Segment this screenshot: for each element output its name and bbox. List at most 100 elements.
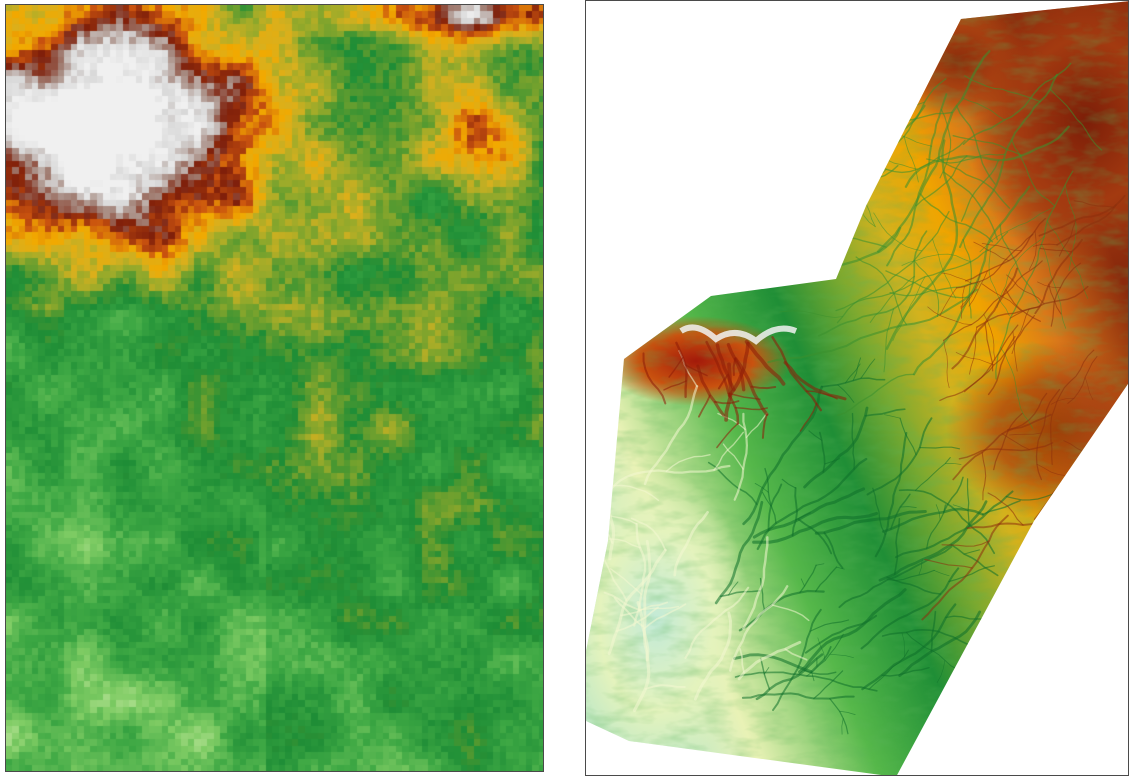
drainage-channel	[799, 402, 818, 432]
drainage-channel	[705, 340, 740, 425]
drainage-channel	[905, 631, 959, 671]
drainage-channel	[955, 233, 1034, 289]
drainage-channel	[815, 563, 825, 566]
drainage-channel	[987, 335, 1016, 396]
drainage-channel	[924, 558, 973, 569]
drainage-channel	[983, 314, 996, 361]
drainage-channel	[784, 648, 808, 661]
high-resolution-elevation-map	[586, 1, 1128, 775]
drainage-channel	[866, 417, 933, 496]
drainage-channel	[872, 487, 886, 535]
drainage-channel	[1050, 397, 1075, 405]
drainage-channel	[817, 637, 826, 661]
drainage-channel	[752, 511, 879, 544]
drainage-channel	[835, 231, 1009, 312]
drainage-channel	[668, 356, 684, 378]
drainage-channel	[964, 75, 1041, 102]
drainage-channel	[927, 306, 972, 325]
drainage-channel	[1015, 670, 1074, 697]
drainage-channel	[783, 361, 847, 401]
drainage-channel	[737, 640, 802, 681]
drainage-channel	[613, 484, 660, 501]
drainage-channel	[884, 414, 901, 419]
drainage-channel	[806, 139, 858, 190]
drainage-channel	[810, 646, 832, 673]
drainage-channel	[943, 476, 964, 513]
low-resolution-elevation-raster	[6, 5, 543, 771]
drainage-channel	[600, 538, 641, 549]
drainage-channel	[1005, 493, 1054, 501]
drainage-channel	[675, 341, 688, 399]
drainage-channel	[767, 288, 978, 364]
drainage-channel	[1064, 184, 1077, 272]
drainage-channel	[930, 610, 937, 653]
drainage-channel	[806, 156, 861, 177]
drainage-channel	[798, 588, 907, 674]
drainage-channel	[755, 653, 824, 701]
drainage-channel	[722, 443, 744, 470]
drainage-channel	[644, 684, 686, 690]
drainage-channel	[881, 667, 930, 677]
drainage-channel	[1000, 347, 1034, 429]
drainage-channel	[837, 373, 915, 416]
drainage-channel	[1006, 274, 1045, 305]
drainage-channel	[873, 212, 923, 252]
drainage-channel	[733, 653, 813, 674]
drainage-channel	[760, 657, 771, 690]
drainage-channel	[912, 185, 1031, 376]
drainage-channel	[943, 171, 999, 241]
drainage-channel	[952, 135, 1023, 157]
drainage-channel	[739, 648, 745, 674]
drainage-channel	[752, 487, 866, 539]
drainage-channel	[960, 273, 981, 309]
drainage-channel	[799, 564, 817, 594]
drainage-channel	[926, 153, 1006, 164]
drainage-channel	[941, 272, 973, 284]
drainage-channel	[1038, 194, 1126, 237]
drainage-channel	[803, 406, 869, 489]
drainage-channel	[771, 604, 810, 622]
drainage-channel	[874, 431, 908, 558]
drainage-channel	[976, 285, 1089, 328]
drainage-channel	[1006, 392, 1048, 431]
drainage-channel	[939, 287, 957, 316]
drainage-channel	[901, 633, 905, 658]
drainage-channel	[996, 236, 1045, 308]
drainage-channel	[734, 357, 769, 417]
drainage-channel	[1084, 376, 1094, 401]
drainage-channel	[764, 467, 777, 524]
drainage-channel	[1073, 200, 1115, 208]
drainage-channel	[864, 408, 906, 417]
drainage-channel	[821, 377, 886, 388]
drainage-channel	[877, 50, 991, 253]
drainage-channel	[915, 457, 951, 491]
drainage-channel	[767, 483, 783, 531]
drainage-channel	[841, 718, 844, 735]
drainage-channel	[899, 417, 917, 456]
drainage-channel	[913, 259, 940, 318]
drainage-channel	[742, 385, 824, 526]
drainage-channel	[1084, 484, 1098, 572]
drainage-channel	[1036, 463, 1067, 477]
drainage-channel	[890, 493, 911, 530]
right-map-panel	[585, 0, 1129, 776]
drainage-channel	[837, 384, 855, 403]
drainage-channel	[836, 566, 845, 570]
drainage-channel	[663, 380, 687, 391]
drainage-channel	[829, 653, 854, 658]
drainage-channel	[932, 238, 957, 299]
drainage-channel	[999, 224, 1040, 304]
drainage-channel	[988, 248, 1010, 317]
drainage-channel	[981, 283, 1022, 312]
drainage-channel	[919, 446, 961, 450]
drainage-channel	[642, 352, 667, 405]
drainage-channel	[829, 697, 849, 735]
drainage-channel	[726, 342, 746, 392]
drainage-channel	[886, 93, 948, 267]
drainage-channel	[952, 413, 1052, 481]
drainage-channel	[966, 478, 970, 528]
drainage-channel	[993, 412, 1023, 471]
drainage-channel	[861, 603, 957, 691]
drainage-channel	[592, 472, 616, 561]
drainage-channel	[899, 506, 917, 509]
